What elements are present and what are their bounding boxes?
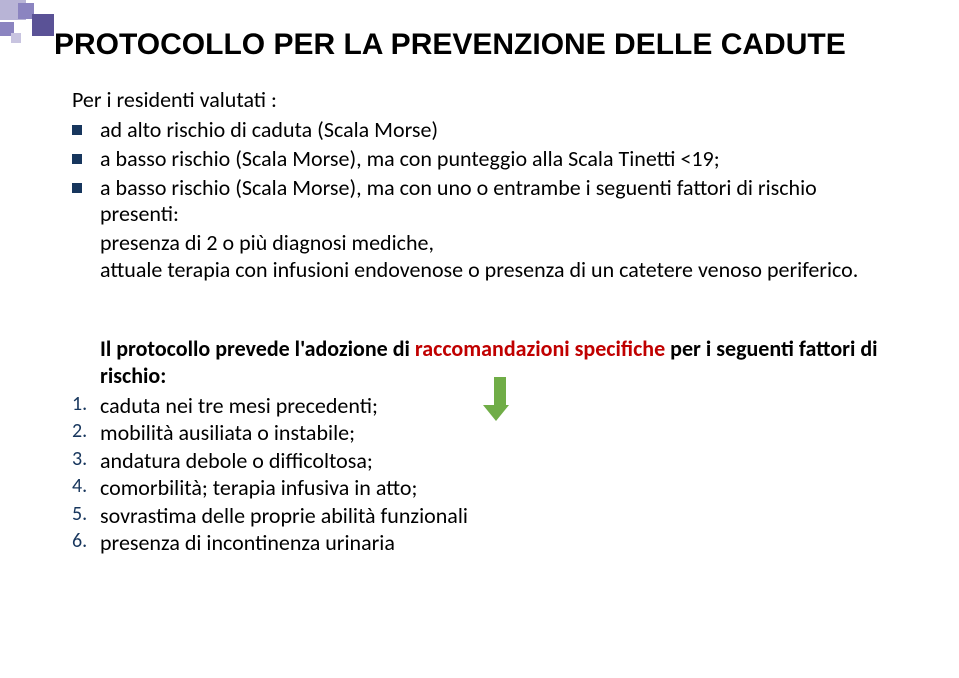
protocol-accent: raccomandazioni specifiche [415, 335, 665, 362]
bullet-square-icon [72, 183, 82, 193]
bullet-square-icon [72, 125, 82, 135]
list-item: a basso rischio (Scala Morse), ma con un… [72, 175, 899, 229]
numbered-item-text: mobilità ausiliata o instabile; [100, 419, 355, 446]
list-item-text: a basso rischio (Scala Morse), ma con un… [100, 174, 817, 228]
bullet-list: ad alto rischio di caduta (Scala Morse)a… [72, 117, 899, 228]
numbered-item-text: sovrastima delle proprie abilità funzion… [100, 502, 468, 529]
deco-square [32, 14, 54, 36]
numbered-item: sovrastima delle proprie abilità funzion… [72, 502, 899, 530]
sub-line: presenza di 2 o più diagnosi mediche, [100, 229, 434, 256]
numbered-item: comorbilità; terapia infusiva in atto; [72, 474, 899, 502]
bullet-square-icon [72, 154, 82, 164]
numbered-item: mobilità ausiliata o instabile; [72, 419, 899, 447]
list-item-text: a basso rischio (Scala Morse), ma con pu… [100, 145, 720, 172]
sub-line: attuale terapia con infusioni endovenose… [100, 256, 858, 283]
intro-text: Per i residenti valutati : [72, 86, 899, 113]
list-item: a basso rischio (Scala Morse), ma con pu… [72, 146, 899, 173]
numbered-item: andatura debole o difficoltosa; [72, 447, 899, 475]
numbered-item: presenza di incontinenza urinaria [72, 529, 899, 557]
numbered-item-text: caduta nei tre mesi precedenti; [100, 392, 378, 419]
protocol-pre: Il protocollo prevede l'adozione di [100, 335, 415, 362]
numbered-list: caduta nei tre mesi precedenti;mobilità … [72, 392, 899, 557]
deco-square [11, 33, 21, 43]
list-item: ad alto rischio di caduta (Scala Morse) [72, 117, 899, 144]
list-item-text: ad alto rischio di caduta (Scala Morse) [100, 116, 438, 143]
numbered-item: caduta nei tre mesi precedenti; [72, 392, 899, 420]
numbered-item-text: presenza di incontinenza urinaria [100, 529, 395, 556]
sub-text: presenza di 2 o più diagnosi mediche,att… [72, 230, 899, 284]
numbered-item-text: andatura debole o difficoltosa; [100, 447, 373, 474]
numbered-item-text: comorbilità; terapia infusiva in atto; [100, 474, 417, 501]
page-title: PROTOCOLLO PER LA PREVENZIONE DELLE CADU… [54, 28, 899, 62]
